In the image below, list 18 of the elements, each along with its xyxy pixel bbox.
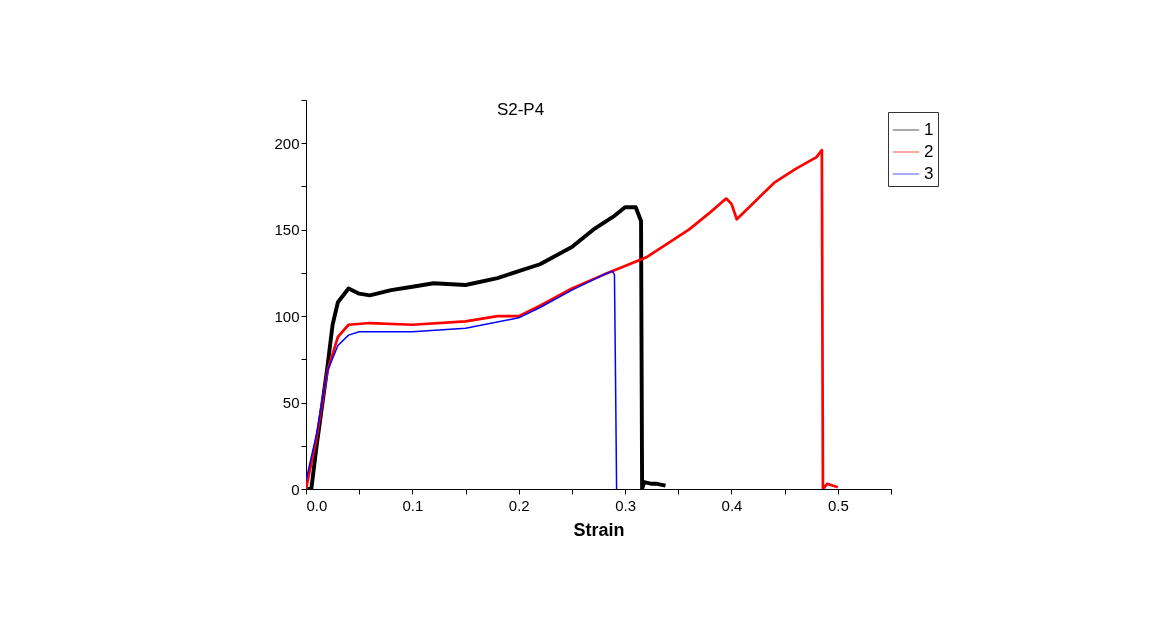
x-tick-label: 0.4: [721, 496, 743, 514]
y-tick-label: 50: [282, 394, 300, 412]
x-tick-label: 0.0: [306, 496, 328, 514]
x-tick-label: 0.2: [508, 496, 530, 514]
y-tick-label: 150: [274, 221, 300, 239]
chart-title: S2-P4: [496, 100, 545, 119]
legend-label: 2: [924, 142, 934, 161]
legend-label: 3: [924, 164, 934, 183]
legend-label: 1: [924, 120, 934, 139]
y-tick-label: 0: [291, 480, 300, 498]
x-tick-label: 0.1: [402, 496, 424, 514]
y-tick-label: 100: [274, 307, 300, 325]
line-series: [306, 270, 618, 489]
line-series: [306, 148, 840, 489]
x-tick-label: 0.3: [615, 496, 637, 514]
x-axis-title: Strain: [573, 519, 625, 540]
y-tick-label: 200: [274, 134, 300, 152]
x-tick-label: 0.5: [827, 496, 849, 514]
